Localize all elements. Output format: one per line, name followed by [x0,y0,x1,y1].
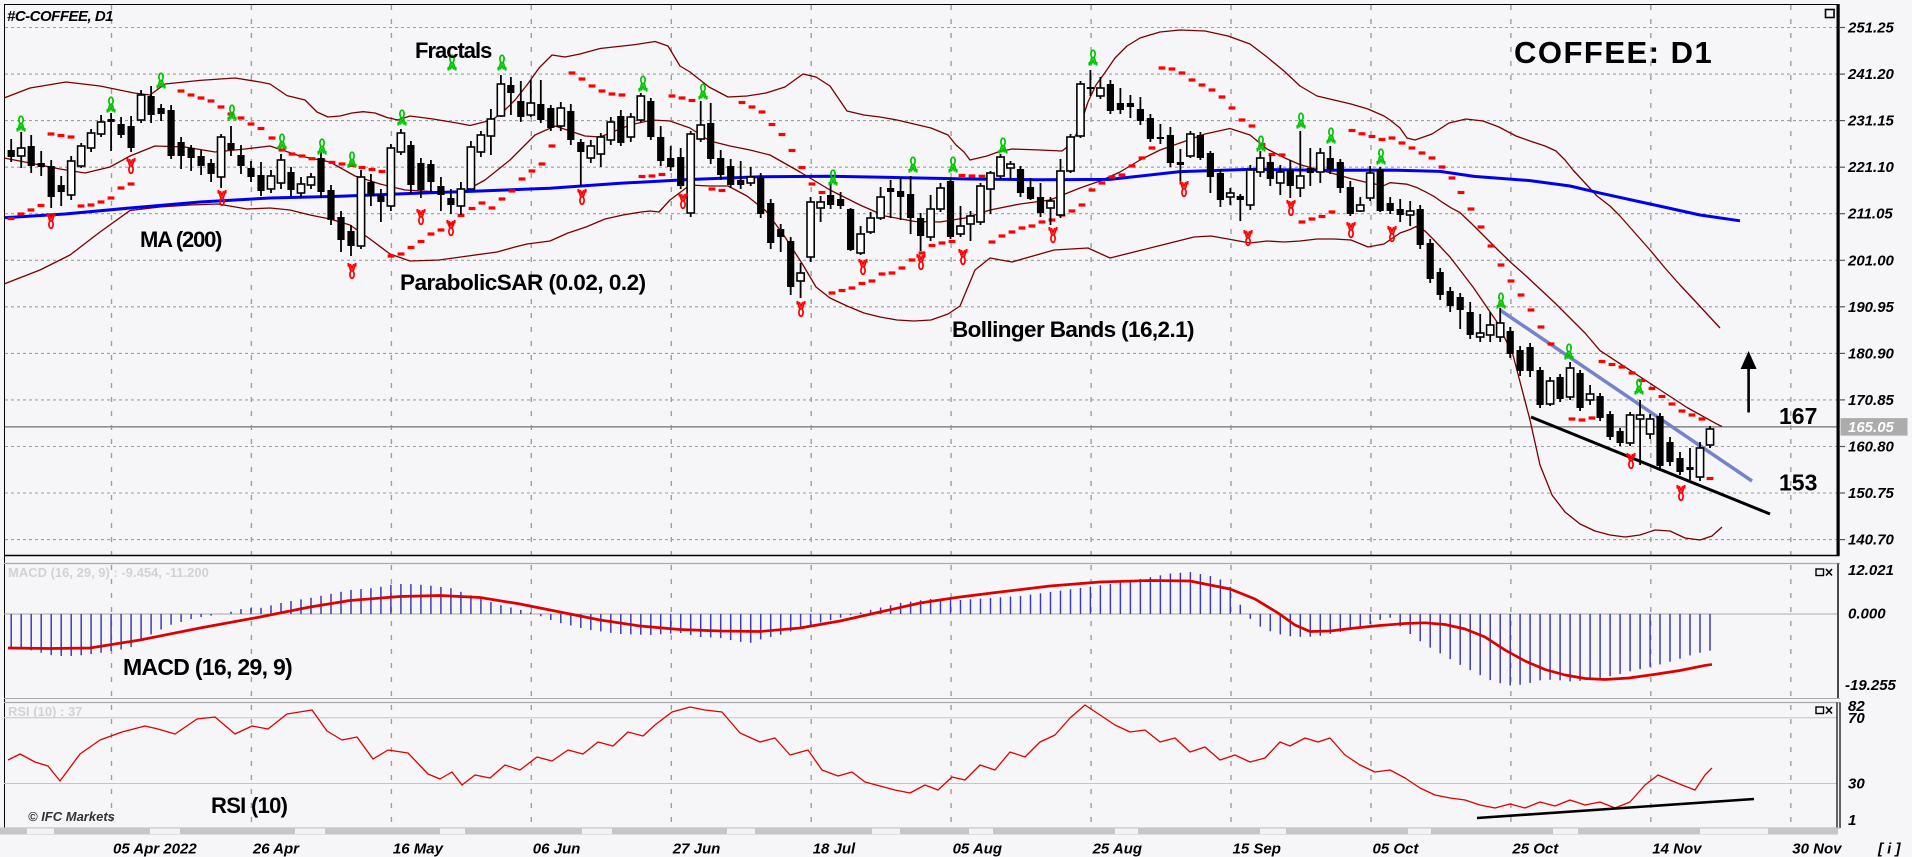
svg-text:05 Apr 2022: 05 Apr 2022 [113,841,197,857]
svg-text:Fractals: Fractals [415,38,492,63]
svg-text:201.00: 201.00 [1847,252,1895,269]
svg-text:153: 153 [1779,470,1817,496]
svg-text:180.90: 180.90 [1848,345,1895,362]
svg-text:1: 1 [1848,812,1856,829]
svg-text:0.000: 0.000 [1848,606,1886,623]
svg-text:14 Nov: 14 Nov [1652,841,1703,857]
svg-text:82: 82 [1848,698,1865,715]
svg-text:MACD (16, 29, 9) : -9.454, -11: MACD (16, 29, 9) : -9.454, -11.200 [8,565,209,580]
svg-text:#C-COFFEE, D1: #C-COFFEE, D1 [7,8,113,25]
svg-text:30 Nov: 30 Nov [1792,841,1843,857]
svg-text:165.05: 165.05 [1848,419,1895,436]
svg-text:25 Aug: 25 Aug [1092,841,1142,857]
svg-text:231.15: 231.15 [1847,113,1895,130]
svg-text:12.021: 12.021 [1848,562,1894,579]
svg-text:221.10: 221.10 [1847,159,1895,176]
svg-text:MACD (16, 29, 9): MACD (16, 29, 9) [123,654,292,680]
svg-text:16 May: 16 May [393,841,444,857]
svg-text:251.25: 251.25 [1847,20,1895,37]
svg-text:15 Sep: 15 Sep [1233,841,1281,857]
svg-text:18 Jul: 18 Jul [813,841,856,857]
svg-text:160.80: 160.80 [1848,439,1895,456]
svg-text:170.85: 170.85 [1848,392,1895,409]
svg-text:25 Oct: 25 Oct [1511,841,1559,857]
svg-text:RSI (10): RSI (10) [211,793,288,818]
svg-text:COFFEE: D1: COFFEE: D1 [1514,35,1713,70]
svg-text:30: 30 [1848,776,1865,793]
svg-text:MA (200): MA (200) [140,227,222,252]
svg-text:26 Apr: 26 Apr [252,841,300,857]
svg-text:27 Jun: 27 Jun [672,841,721,857]
svg-text:-19.255: -19.255 [1845,677,1897,694]
svg-text:70: 70 [1848,710,1865,727]
svg-text:211.05: 211.05 [1847,206,1893,223]
svg-text:150.75: 150.75 [1848,485,1895,502]
svg-text:167: 167 [1779,403,1817,429]
svg-text:RSI (10) : 37: RSI (10) : 37 [8,704,82,719]
svg-text:06 Jun: 06 Jun [533,841,581,857]
svg-text:[ i ]: [ i ] [1877,841,1901,857]
svg-text:ParabolicSAR (0.02, 0.2): ParabolicSAR (0.02, 0.2) [400,270,646,295]
svg-text:190.95: 190.95 [1848,299,1895,316]
svg-text:05 Aug: 05 Aug [953,841,1002,857]
svg-text:140.70: 140.70 [1848,532,1895,549]
svg-text:Bollinger Bands (16,2.1): Bollinger Bands (16,2.1) [952,317,1194,342]
svg-text:241.20: 241.20 [1847,66,1895,83]
svg-text:© IFC Markets: © IFC Markets [28,809,115,824]
svg-text:05 Oct: 05 Oct [1373,841,1420,857]
